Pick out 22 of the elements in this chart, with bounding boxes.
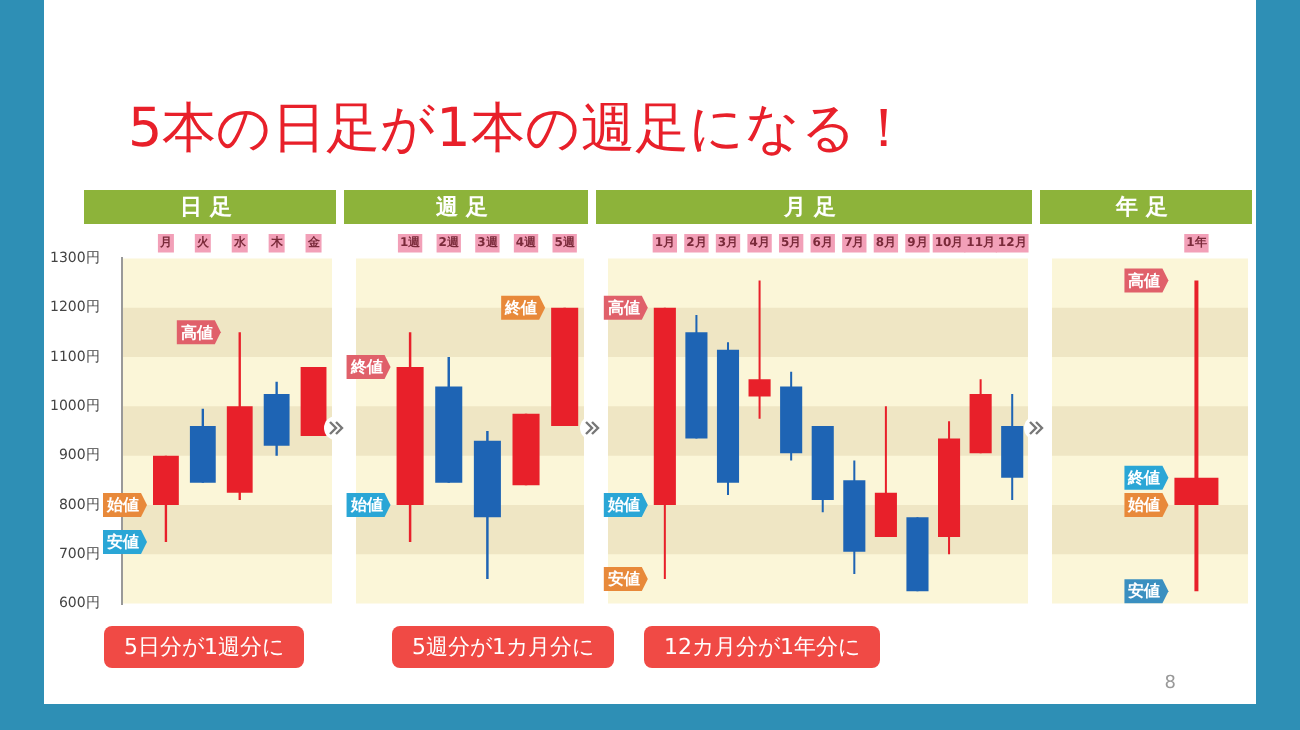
annotation: 始値 [605,496,640,515]
annotation: 始値 [348,496,383,515]
text: 5日分が1週分に [104,626,304,668]
annotation: 高値 [180,321,213,342]
annotation: 終値 [503,298,538,317]
annotation: 高値 [1128,269,1161,290]
annotation: 安値 [1128,580,1161,601]
annotation: 始値 [1126,496,1161,515]
text: 8 [1164,674,1176,694]
chart-title: 週足 [344,190,588,224]
annotation: 終値 [348,358,383,377]
text: 5週分が1カ月分に [392,626,614,668]
chart-title: 日足 [84,190,336,224]
annotation: 安値 [607,568,640,589]
annotation: 終値 [1126,469,1161,487]
annotation: 始値 [105,496,139,515]
chart-title: 月足 [596,190,1032,224]
annotation: 安値 [107,531,139,552]
text: 12カ月分が1年分に [644,626,880,668]
annotation: 高値 [607,296,640,317]
chart-title: 年足 [1040,190,1252,224]
text: 5本の日足が1本の週足になる！ [128,96,911,164]
